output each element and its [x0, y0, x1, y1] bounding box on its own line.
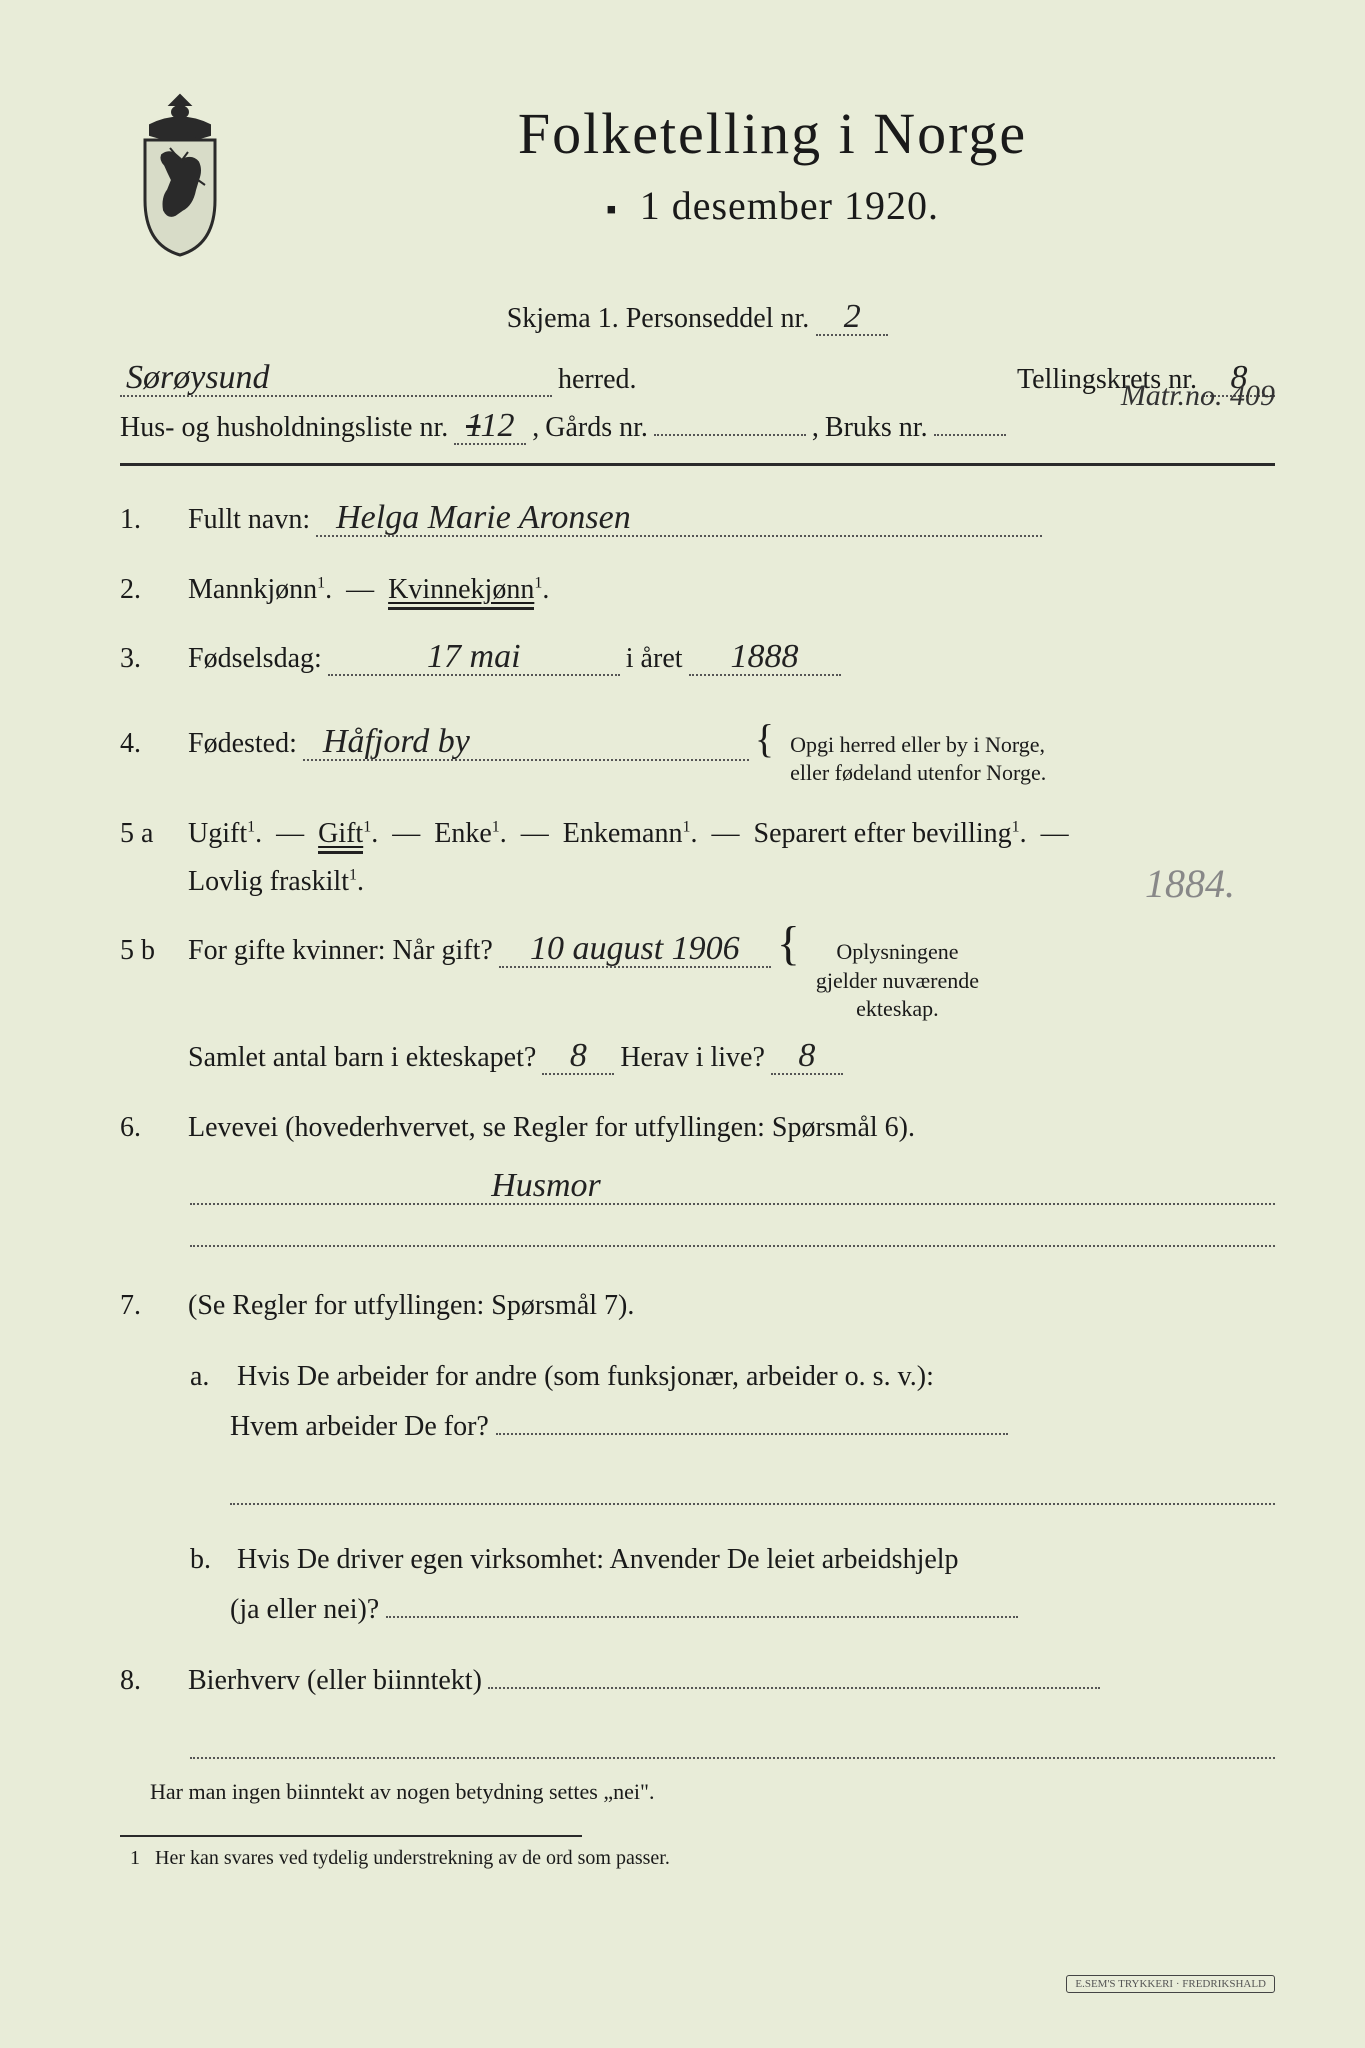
- footnote: 1 Her kan svares ved tydelig understrekn…: [120, 1847, 1275, 1870]
- personseddel-nr: 2: [816, 300, 888, 336]
- page-title: Folketelling i Norge: [270, 100, 1275, 167]
- gards-value: [654, 434, 806, 436]
- birth-day-value: 17 mai: [328, 640, 620, 676]
- question-8: 8. Bierhverv (eller biinntekt): [120, 1657, 1275, 1705]
- question-3: 3. Fødselsdag: 17 mai i året 1888: [120, 635, 1275, 683]
- question-7b: b. Hvis De driver egen virksomhet: Anven…: [190, 1535, 1275, 1636]
- gift-selected: Gift: [318, 818, 363, 854]
- footnote-separator: [120, 1835, 582, 1837]
- question-2: 2. Mannkjønn1. — Kvinnekjønn1.: [120, 566, 1275, 614]
- works-for-value: [496, 1433, 1008, 1435]
- q6-line2: [190, 1215, 1275, 1247]
- question-4: 4. Fødested: Håfjord by { Opgi herred el…: [120, 705, 1275, 788]
- header-text: Folketelling i Norge ▪ 1 desember 1920.: [270, 90, 1275, 239]
- separator-top: [120, 463, 1275, 466]
- kvinne-selected: Kvinnekjønn: [388, 574, 534, 610]
- printer-stamp: E.SEM'S TRYKKERI · FREDRIKSHALD: [1066, 1975, 1275, 1993]
- married-when-value: 10 august 1906: [499, 932, 771, 968]
- question-7a: a. Hvis De arbeider for andre (som funks…: [190, 1352, 1275, 1453]
- page-subtitle: ▪ 1 desember 1920.: [270, 182, 1275, 229]
- question-1: 1. Fullt navn: Helga Marie Aronsen: [120, 496, 1275, 544]
- birthplace-value: Håfjord by: [303, 725, 749, 761]
- question-5b: 5 b For gifte kvinner: Når gift? 10 augu…: [120, 927, 1275, 1081]
- census-form-page: Folketelling i Norge ▪ 1 desember 1920. …: [0, 0, 1365, 2048]
- q6-line1: Husmor: [190, 1173, 1275, 1205]
- q8-line2: [190, 1727, 1275, 1759]
- q7a-line2: [230, 1473, 1275, 1505]
- full-name-value: Helga Marie Aronsen: [316, 501, 1042, 537]
- herred-value: Sørøysund: [120, 361, 552, 397]
- pencil-annotation: 1884.: [1145, 860, 1235, 907]
- coat-of-arms-icon: [120, 90, 240, 260]
- meta-row-2: Hus- og husholdningsliste nr. 112 , Gård…: [120, 409, 1275, 445]
- list-value: 112: [454, 409, 526, 445]
- question-6: 6. Levevei (hovederhvervet, se Regler fo…: [120, 1104, 1275, 1152]
- secondary-occupation-value: [488, 1687, 1100, 1689]
- birth-year-value: 1888: [689, 640, 841, 676]
- hired-help-value: [386, 1616, 1018, 1618]
- question-5a: 5 a Ugift1. — Gift1. — Enke1. — Enkemann…: [120, 810, 1275, 905]
- meta-row-1: Sørøysund herred. Tellingskrets nr. 8: [120, 361, 1275, 397]
- question-7: 7. (Se Regler for utfyllingen: Spørsmål …: [120, 1282, 1275, 1330]
- bruks-value: [934, 434, 1006, 436]
- occupation-value: Husmor: [390, 1169, 702, 1203]
- birthplace-note: Opgi herred eller by i Norge, eller føde…: [780, 731, 1046, 788]
- children-total-value: 8: [542, 1039, 614, 1075]
- bottom-note: Har man ingen biinntekt av nogen betydni…: [150, 1779, 1275, 1805]
- marriage-note: Oplysningene gjelder nuværende ekteskap.: [806, 938, 979, 1024]
- header: Folketelling i Norge ▪ 1 desember 1920.: [120, 90, 1275, 260]
- skjema-line: Skjema 1. Personseddel nr. 2: [120, 300, 1275, 336]
- children-alive-value: 8: [771, 1039, 843, 1075]
- margin-annotation: Matr.no. 409: [1121, 379, 1275, 413]
